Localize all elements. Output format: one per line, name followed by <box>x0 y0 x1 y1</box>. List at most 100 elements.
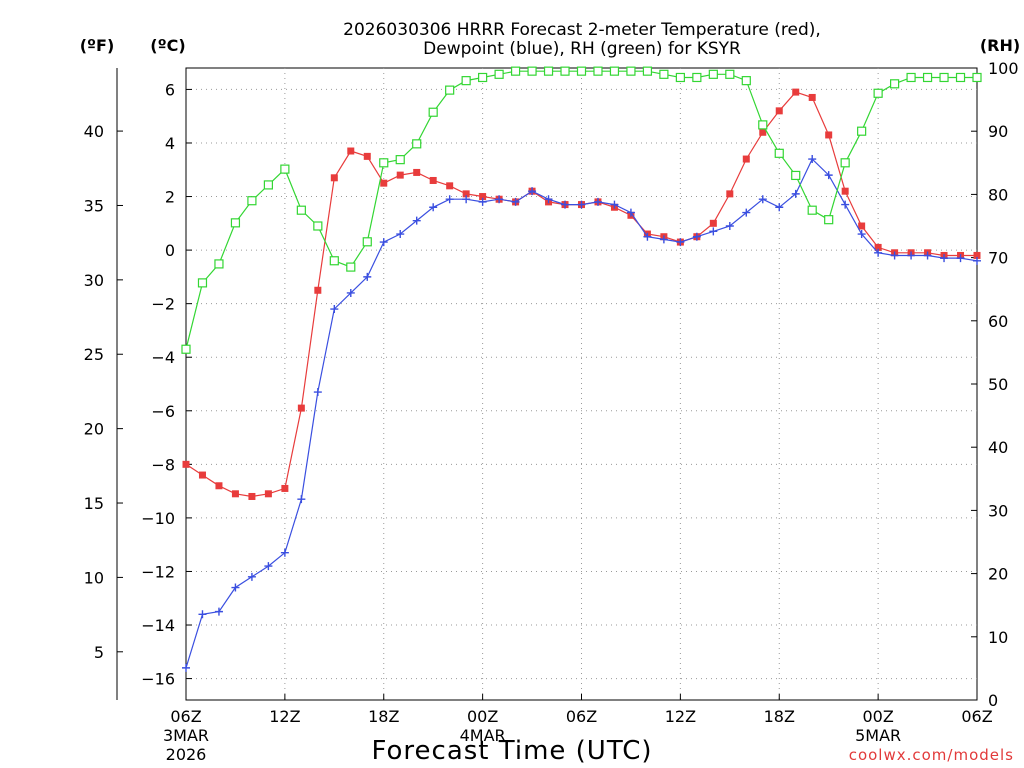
temperature-point <box>825 131 833 139</box>
celsius-tick-label: −4 <box>151 348 175 367</box>
temperature-point <box>380 179 388 187</box>
dewpoint-point <box>214 607 223 616</box>
rh-point <box>379 158 389 168</box>
rh-point <box>346 262 356 272</box>
rh-point <box>741 76 751 86</box>
x-tick-label: 06Z <box>170 707 201 726</box>
rh-point <box>659 69 669 79</box>
dewpoint-point <box>528 187 537 196</box>
rh-tick-label: 30 <box>988 501 1008 520</box>
celsius-tick-label: −2 <box>151 295 175 314</box>
temperature-point <box>281 484 289 492</box>
x-date-label: 5MAR <box>855 726 901 745</box>
dewpoint-point <box>940 254 949 263</box>
temperature-point <box>973 251 981 259</box>
temperature-point <box>413 168 421 176</box>
temperature-point <box>264 490 272 498</box>
dewpoint-point <box>396 230 405 239</box>
rh-point <box>412 139 422 149</box>
dewpoint-point <box>297 495 306 504</box>
rh-point <box>906 72 916 83</box>
rh-tick-label: 20 <box>988 565 1008 584</box>
celsius-tick-label: −8 <box>151 455 175 474</box>
dewpoint-point <box>659 235 668 244</box>
dewpoint-point <box>561 200 570 209</box>
series-rh <box>181 66 982 354</box>
dewpoint-point <box>956 254 965 263</box>
temperature-point <box>446 182 454 190</box>
temperature-point <box>709 219 717 227</box>
temperature-point <box>347 147 355 155</box>
x-tick-label: 06Z <box>566 707 597 726</box>
dewpoint-point <box>544 195 553 204</box>
dewpoint-point <box>182 663 190 672</box>
dewpoint-point <box>313 388 322 397</box>
series-dewpoint <box>182 155 981 672</box>
temperature-point <box>314 286 322 294</box>
rh-point <box>461 76 471 86</box>
rh-point <box>922 72 933 83</box>
rh-point <box>560 66 570 76</box>
dewpoint-point <box>511 197 520 206</box>
dewpoint-point <box>231 583 240 592</box>
rh-point <box>395 155 405 165</box>
rh-tick-label: 60 <box>988 312 1008 331</box>
rh-point <box>675 72 685 83</box>
x-year-label: 2026 <box>166 745 207 764</box>
rh-tick-label: 70 <box>988 249 1008 268</box>
rh-tick-label: 80 <box>988 185 1008 204</box>
dewpoint-point <box>709 227 718 236</box>
axis-layer: 6420−2−4−6−8−10−12−14−164035302520151051… <box>84 59 1019 764</box>
rh-point <box>774 148 784 158</box>
rh-unit-label: (RH) <box>980 36 1020 55</box>
fahrenheit-tick-label: 40 <box>84 122 104 141</box>
rh-tick-label: 10 <box>988 628 1008 647</box>
dewpoint-point <box>692 232 701 241</box>
temperature-point <box>231 490 239 498</box>
rh-point <box>725 69 735 79</box>
temperature-point <box>363 152 371 160</box>
temperature-point <box>858 222 866 230</box>
rh-tick-label: 0 <box>988 691 998 710</box>
rh-point <box>955 72 966 83</box>
x-tick-label: 06Z <box>961 707 992 726</box>
temperature-point <box>808 93 816 101</box>
dewpoint-point <box>824 171 833 180</box>
rh-point <box>543 66 554 76</box>
rh-point <box>296 205 306 215</box>
fahrenheit-tick-label: 35 <box>84 196 104 215</box>
dewpoint-point <box>330 305 339 314</box>
temperature-point <box>330 174 338 182</box>
celsius-tick-label: 6 <box>165 80 175 99</box>
rh-point <box>510 66 521 76</box>
rh-point <box>807 205 817 215</box>
celsius-unit-label: (ºC) <box>150 36 185 55</box>
temperature-point <box>841 187 849 195</box>
temperature-point <box>775 107 783 115</box>
fahrenheit-tick-label: 25 <box>84 345 104 364</box>
rh-point <box>280 164 290 174</box>
fahrenheit-tick-label: 30 <box>84 271 104 290</box>
x-date-label: 3MAR <box>163 726 209 745</box>
dewpoint-point <box>775 203 784 212</box>
fahrenheit-tick-label: 15 <box>84 494 104 513</box>
rh-point <box>247 196 257 206</box>
dewpoint-point <box>495 195 504 204</box>
celsius-tick-label: −6 <box>151 402 175 421</box>
celsius-tick-label: −10 <box>141 509 175 528</box>
rh-point <box>840 158 850 168</box>
rh-point <box>626 66 636 76</box>
dewpoint-point <box>973 256 981 265</box>
rh-point <box>890 79 900 89</box>
dewpoint-point <box>676 238 685 247</box>
series-line <box>185 91 977 498</box>
x-date-label: 4MAR <box>460 726 506 745</box>
rh-point <box>494 69 504 79</box>
temperature-point <box>429 176 437 184</box>
rh-point <box>939 72 949 83</box>
temperature-point <box>215 482 223 490</box>
dewpoint-point <box>742 208 751 217</box>
rh-point <box>857 126 867 136</box>
temperature-point <box>792 88 800 96</box>
